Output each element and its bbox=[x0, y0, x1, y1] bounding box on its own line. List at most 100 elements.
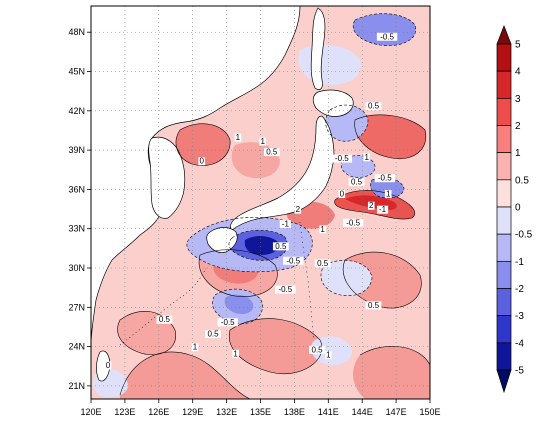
x-tick-label: 129E bbox=[182, 407, 203, 417]
contour-label: 2 bbox=[294, 205, 302, 214]
contour-label-text: 1 bbox=[364, 153, 369, 162]
contour-label-text: 1 bbox=[233, 349, 238, 358]
warm-patch-south bbox=[120, 351, 250, 399]
contour-solid bbox=[175, 123, 231, 166]
y-tick-label: 45N bbox=[68, 67, 85, 77]
contour-label-text: 1 bbox=[320, 225, 325, 234]
contour-label-text: -0.5 bbox=[335, 154, 349, 163]
taiwan bbox=[96, 350, 111, 382]
colorbar-swatch bbox=[496, 97, 512, 126]
cool-patch-36n bbox=[370, 177, 404, 198]
colorbar-label: -2 bbox=[515, 284, 524, 295]
contour-label-bg bbox=[374, 174, 395, 183]
cool-patch-east-30n bbox=[320, 260, 372, 296]
contour-label-bg bbox=[232, 349, 239, 358]
contour-label-text: 0 bbox=[200, 157, 205, 166]
contour-label: 0.5 bbox=[272, 242, 289, 251]
map-grid bbox=[91, 6, 430, 399]
x-tick-label: 132E bbox=[216, 407, 237, 417]
contour-label-text: 0.5 bbox=[275, 242, 287, 251]
contour-label-bg bbox=[156, 315, 173, 324]
contour-label-bg bbox=[367, 201, 375, 210]
contour-label-bg bbox=[325, 351, 332, 360]
colorbar-swatch bbox=[496, 206, 512, 235]
contour-label: -1 bbox=[279, 220, 291, 229]
colorbar-top-arrow bbox=[496, 25, 512, 45]
contour-solid bbox=[359, 345, 430, 366]
contour-label-text: 0.5 bbox=[351, 178, 363, 187]
contour-label: 0 bbox=[198, 157, 206, 166]
contour-label-text: 1 bbox=[193, 343, 198, 352]
contour-label: 0.5 bbox=[348, 178, 365, 187]
warm-patch-south-2 bbox=[229, 318, 322, 374]
contour-label-bg bbox=[365, 102, 382, 111]
warm-sea-of-japan bbox=[176, 123, 231, 166]
contour-solid bbox=[334, 190, 416, 220]
contour-label-text: -0.5 bbox=[286, 256, 300, 265]
colorbar: 5 4 3 2 1 0.5 0 -0.5 -1 -2 -3 -4 -5 bbox=[496, 25, 533, 394]
contour-label: 1 bbox=[234, 133, 242, 142]
contour-label-text: 1 bbox=[326, 351, 331, 360]
contour-label-text: 2 bbox=[296, 205, 301, 214]
contour-label-bg bbox=[283, 256, 304, 265]
contour-dashed bbox=[353, 13, 417, 46]
contour-label-text: -0.5 bbox=[378, 174, 392, 183]
shikoku-kyushu bbox=[206, 227, 238, 253]
contour-label: 0.5 bbox=[365, 301, 382, 310]
land-layer bbox=[91, 6, 354, 382]
contour-dashed bbox=[325, 104, 369, 142]
contour-label-bg bbox=[259, 137, 267, 146]
warm-patch-se bbox=[353, 346, 430, 399]
asian-mainland bbox=[91, 6, 301, 346]
contour-label-bg bbox=[272, 242, 289, 251]
cool-patch-northeast bbox=[353, 13, 416, 46]
y-tick-label: 39N bbox=[68, 145, 85, 155]
contour-label: -0.5 bbox=[331, 154, 353, 163]
contour-label-text: 2 bbox=[369, 201, 374, 210]
y-tick-label: 27N bbox=[68, 302, 85, 312]
contour-label-bg bbox=[263, 148, 280, 157]
contour-label: -0.5 bbox=[275, 285, 296, 294]
contour-label-text: -0.5 bbox=[278, 285, 292, 294]
y-tick-label: 24N bbox=[68, 342, 85, 352]
contour-label-bg bbox=[365, 301, 382, 310]
contour-label-text: -0.5 bbox=[346, 218, 360, 227]
contour-dashed bbox=[228, 229, 288, 261]
colorbar-swatch bbox=[496, 260, 512, 289]
contour-label-bg bbox=[234, 133, 242, 142]
x-tick-label: 147E bbox=[386, 407, 407, 417]
contour-label-bg bbox=[279, 220, 291, 229]
colorbar-swatch bbox=[496, 152, 512, 181]
korea-peninsula bbox=[148, 136, 186, 219]
island-arc-ryukyu bbox=[119, 267, 207, 346]
contour-label-text: 0.5 bbox=[368, 102, 380, 111]
contour-label-bg bbox=[104, 361, 112, 370]
y-tick-label: 48N bbox=[68, 27, 85, 37]
contour-label-bg bbox=[217, 318, 238, 327]
colorbar-label: -0.5 bbox=[515, 230, 533, 241]
y-tick-label: 21N bbox=[68, 381, 85, 391]
contour-label-bg bbox=[275, 285, 296, 294]
contour-label: 1 bbox=[363, 153, 371, 162]
contour-label: 0.5 bbox=[309, 345, 325, 354]
contour-label-text: 0.5 bbox=[159, 315, 171, 324]
colorbar-label: -1 bbox=[515, 257, 524, 268]
colorbar-label: 0 bbox=[515, 203, 521, 214]
contour-label: -0.5 bbox=[217, 318, 238, 327]
contour-label: 1 bbox=[325, 351, 332, 360]
contour-label: -0.5 bbox=[376, 32, 398, 41]
colorbar-swatch bbox=[496, 342, 512, 371]
contour-label-bg bbox=[338, 189, 346, 198]
colorbar-swatch bbox=[496, 315, 512, 344]
contour-label-bg bbox=[309, 345, 325, 354]
colorbar-swatch bbox=[496, 288, 512, 317]
contour-solid bbox=[198, 249, 278, 297]
y-tick-label: 30N bbox=[68, 263, 85, 273]
contour-label: 1 bbox=[384, 189, 392, 198]
contour-label-text: -1 bbox=[282, 220, 290, 229]
x-tick-label: 135E bbox=[250, 407, 271, 417]
contour-label-text: 0.5 bbox=[207, 330, 219, 339]
x-axis: 120E 123E 126E 129E 132E 135E 138E 141E 144E 147E… bbox=[80, 399, 441, 417]
contour-label-bg bbox=[376, 32, 398, 41]
contour-label-text: 1 bbox=[386, 189, 391, 198]
